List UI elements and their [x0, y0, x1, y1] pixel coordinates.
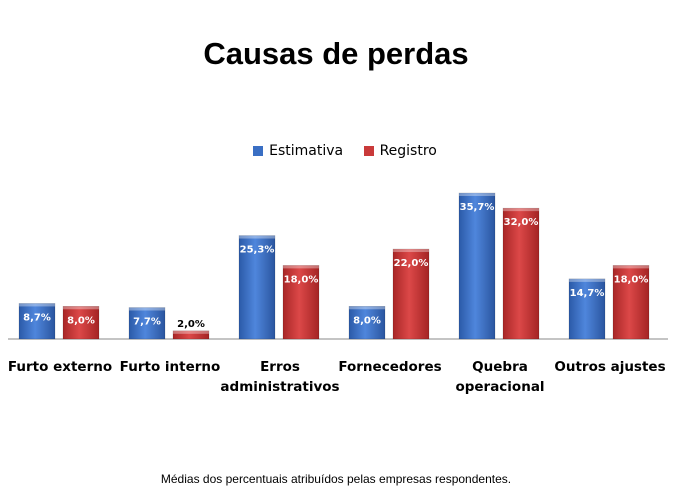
bar-1-5 — [612, 265, 650, 340]
bar-0-2 — [238, 235, 276, 340]
category-label-1-0: Furto interno — [120, 359, 221, 375]
data-label-0-0: 8,7% — [23, 312, 51, 323]
bar-top-1-1 — [173, 330, 209, 334]
legend-swatch-estimativa — [253, 146, 264, 156]
bar-top-1-3 — [393, 249, 429, 253]
bar-1-0 — [62, 306, 100, 340]
legend-swatch-registro — [363, 146, 374, 156]
legend-label-registro: Registro — [379, 143, 437, 159]
bar-1-3 — [392, 248, 430, 340]
bar-0-1 — [128, 307, 166, 340]
footnote: Médias dos percentuais atribuídos pelas … — [160, 472, 512, 486]
data-label-0-3: 8,0% — [353, 315, 381, 326]
bar-top-0-1 — [129, 307, 165, 311]
bar-top-0-3 — [349, 306, 385, 310]
bar-1-4 — [502, 207, 540, 340]
bar-top-1-4 — [503, 208, 539, 212]
category-label-2-0: Erros — [260, 359, 300, 375]
data-label-1-3: 22,0% — [394, 258, 429, 269]
data-label-0-4: 35,7% — [460, 202, 495, 213]
category-label-2-1: administrativos — [220, 379, 339, 395]
bar-0-5 — [568, 278, 606, 340]
bar-top-0-0 — [19, 303, 55, 307]
bar-top-0-2 — [239, 235, 275, 239]
data-label-1-5: 18,0% — [614, 274, 649, 285]
category-label-0-0: Furto externo — [8, 359, 112, 375]
data-label-0-5: 14,7% — [570, 288, 605, 299]
bar-top-1-0 — [63, 306, 99, 310]
bar-top-1-2 — [283, 265, 319, 269]
bar-1-1 — [172, 330, 210, 340]
bar-1-2 — [282, 265, 320, 340]
bar-0-3 — [348, 306, 386, 340]
data-label-0-2: 25,3% — [240, 245, 275, 256]
data-label-1-1: 2,0% — [177, 319, 205, 330]
chart-title: Causas de perdas — [203, 36, 469, 71]
category-label-3-0: Fornecedores — [338, 359, 441, 375]
data-label-1-2: 18,0% — [284, 274, 319, 285]
bar-0-0 — [18, 303, 56, 340]
data-label-0-1: 7,7% — [133, 317, 161, 328]
bar-top-0-4 — [459, 193, 495, 196]
category-label-4-1: operacional — [455, 379, 544, 395]
legend-label-estimativa: Estimativa — [269, 143, 344, 159]
legend-item-registro: Registro — [363, 143, 437, 159]
legend-item-estimativa: Estimativa — [253, 143, 343, 159]
category-label-5-0: Outros ajustes — [554, 359, 665, 375]
data-label-1-0: 8,0% — [67, 315, 95, 326]
bar-top-0-5 — [569, 278, 605, 282]
data-label-1-4: 32,0% — [504, 217, 539, 228]
bar-0-4 — [458, 192, 496, 340]
category-label-4-0: Quebra — [472, 359, 528, 375]
bar-top-1-5 — [613, 265, 649, 269]
legend: Estimativa Registro — [0, 143, 690, 159]
